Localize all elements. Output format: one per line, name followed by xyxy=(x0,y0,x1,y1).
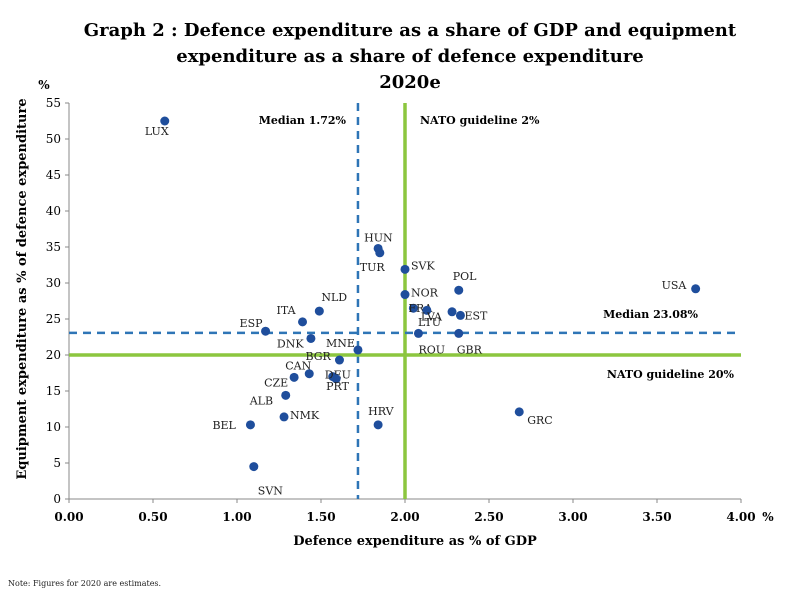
data-point xyxy=(304,369,314,379)
y-tick-label: 0 xyxy=(53,492,61,506)
x-tick-label: 1.50 xyxy=(306,510,335,524)
data-point xyxy=(281,390,291,400)
reference-line-label: Median 1.72% xyxy=(259,114,347,127)
point-label: HUN xyxy=(364,231,393,244)
x-tick-label: 0.00 xyxy=(54,510,83,524)
data-point xyxy=(375,248,385,258)
y-tick-label: 40 xyxy=(46,204,61,218)
point-label: ROU xyxy=(418,343,445,356)
data-point xyxy=(353,345,363,355)
point-label: POL xyxy=(453,270,477,283)
point-label: BEL xyxy=(212,419,236,432)
point-label: CAN xyxy=(285,360,311,373)
data-point xyxy=(514,407,524,417)
reference-line-label: NATO guideline 2% xyxy=(420,114,540,127)
y-tick-label: 20 xyxy=(46,348,61,362)
title-line-1: Graph 2 : Defence expenditure as a share… xyxy=(83,20,737,41)
data-point xyxy=(261,326,271,336)
data-point xyxy=(454,285,464,295)
y-axis-title: Equipment expenditure as % of defence ex… xyxy=(15,98,30,479)
y-tick-label: 35 xyxy=(46,240,61,254)
y-tick-label: 45 xyxy=(46,168,61,182)
x-unit-label: % xyxy=(762,510,774,524)
point-label: PRT xyxy=(326,380,349,393)
point-label: GRC xyxy=(527,414,553,427)
data-point xyxy=(455,310,465,320)
x-axis-title: Defence expenditure as % of GDP xyxy=(293,534,537,549)
x-tick-label: 2.50 xyxy=(474,510,503,524)
data-point xyxy=(454,328,464,338)
data-point xyxy=(422,305,432,315)
point-label: SVN xyxy=(258,485,283,498)
point-label: NOR xyxy=(411,287,439,300)
point-label: LVA xyxy=(421,310,443,323)
x-tick-label: 3.00 xyxy=(558,510,587,524)
x-tick-label: 3.50 xyxy=(642,510,671,524)
point-label: CZE xyxy=(264,376,288,389)
y-tick-label: 25 xyxy=(46,312,61,326)
point-label: BGR xyxy=(305,350,331,363)
point-label: SVK xyxy=(411,259,435,272)
point-label: MNE xyxy=(326,337,355,350)
point-label: HRV xyxy=(368,405,394,418)
reference-line-label: Median 23.08% xyxy=(603,308,698,321)
x-tick-label: 4.00 xyxy=(726,510,755,524)
data-point xyxy=(331,374,341,384)
data-point xyxy=(373,420,383,430)
point-label: ALB xyxy=(249,394,273,407)
y-tick-label: 10 xyxy=(46,420,61,434)
chart-title: Graph 2 : Defence expenditure as a share… xyxy=(0,18,785,96)
data-point xyxy=(279,412,289,422)
point-label: LUX xyxy=(145,125,169,138)
data-point xyxy=(314,306,324,316)
data-point xyxy=(306,333,316,343)
data-point xyxy=(408,303,418,313)
title-line-3: 2020e xyxy=(379,72,441,93)
reference-line-label: NATO guideline 20% xyxy=(607,368,735,381)
footnote: Note: Figures for 2020 are estimates. xyxy=(8,579,162,588)
y-tick-label: 5 xyxy=(53,456,61,470)
point-label: LTU xyxy=(418,316,441,329)
point-label: EST xyxy=(464,309,488,322)
point-label: ITA xyxy=(277,304,297,317)
data-point xyxy=(691,284,701,294)
point-label: DNK xyxy=(277,337,304,350)
y-tick-label: 55 xyxy=(46,96,61,110)
data-point xyxy=(298,317,308,327)
data-point xyxy=(413,328,423,338)
y-tick-label: 15 xyxy=(46,384,61,398)
point-label: ESP xyxy=(240,317,264,330)
data-point xyxy=(400,264,410,274)
x-tick-label: 0.50 xyxy=(138,510,167,524)
point-label: USA xyxy=(662,279,688,292)
point-label: NLD xyxy=(321,291,347,304)
title-line-2: expenditure as a share of defence expend… xyxy=(176,46,644,67)
data-point xyxy=(249,462,259,472)
x-tick-label: 2.00 xyxy=(390,510,419,524)
data-point xyxy=(289,372,299,382)
data-point xyxy=(334,355,344,365)
y-tick-label: 30 xyxy=(46,276,61,290)
point-label: NMK xyxy=(290,409,320,422)
data-point xyxy=(447,307,457,317)
y-tick-label: 50 xyxy=(46,132,61,146)
point-label: GBR xyxy=(457,343,483,356)
y-unit-label: % xyxy=(38,78,50,92)
x-tick-label: 1.00 xyxy=(222,510,251,524)
point-label: TUR xyxy=(360,261,386,274)
data-point xyxy=(160,116,170,126)
data-point xyxy=(245,420,255,430)
data-point xyxy=(400,290,410,300)
